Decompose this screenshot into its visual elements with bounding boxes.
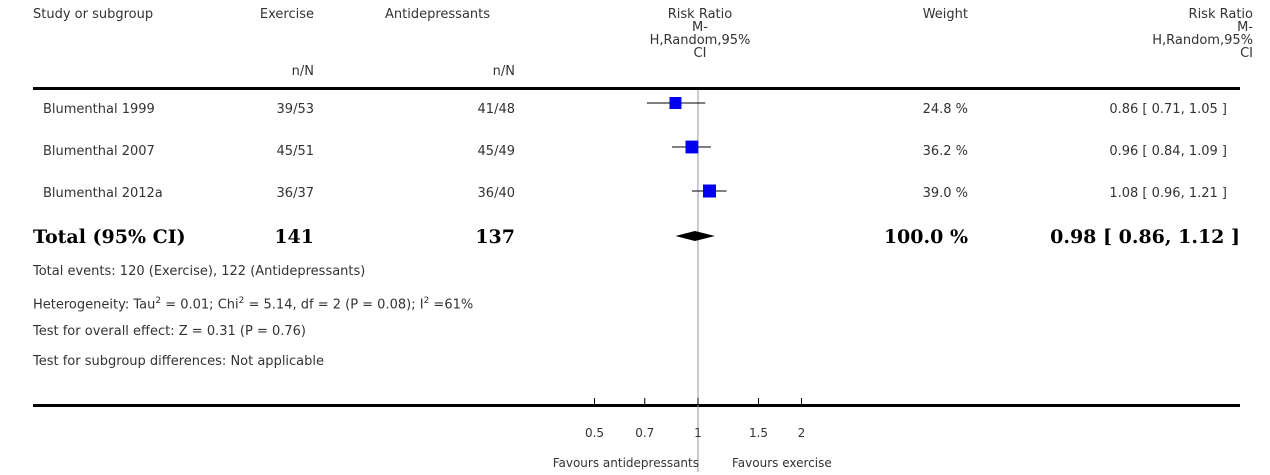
ci-text: 0.86 [ 0.71, 1.05 ] (1109, 102, 1227, 117)
exercise-count: 39/53 (276, 102, 314, 117)
header-rr-text-line4: CI (1240, 46, 1253, 61)
het-sup-2: 2 (238, 296, 245, 306)
header-rr-text-line1: Risk Ratio (1188, 7, 1253, 22)
pooled-diamond (675, 231, 715, 241)
plot-layer (646, 90, 727, 472)
axis-tick-label: 1 (694, 426, 702, 440)
header-study: Study or subgroup (33, 7, 154, 22)
favours-left-label: Favours antidepressants (552, 456, 699, 470)
header-rr-text-line2: M- (1237, 20, 1253, 35)
ci-text: 0.96 [ 0.84, 1.09 ] (1109, 144, 1227, 159)
header-rr-plot-line2: M- (692, 20, 708, 35)
axis-ticks: 0.5 0.7 1 1.5 2 (585, 398, 805, 440)
header-rule (33, 87, 1240, 90)
header-weight: Weight (922, 7, 968, 22)
header-rr-plot: Risk Ratio M- H,Random,95% CI (640, 8, 760, 60)
het-sup-3: 2 (423, 296, 430, 306)
header-rr-plot-line3: H,Random,95% (649, 33, 751, 48)
het-pre: Heterogeneity: Tau (33, 297, 156, 313)
weight-value: 39.0 % (922, 186, 968, 201)
total-events-note: Total events: 120 (Exercise), 122 (Antid… (33, 264, 366, 279)
ci-text: 1.08 [ 0.96, 1.21 ] (1109, 186, 1227, 201)
header-antidepressants: Antidepressants (385, 7, 491, 22)
heterogeneity-note: Heterogeneity: Tau2 = 0.01; Chi2 = 5.14,… (33, 296, 473, 312)
study-marker (702, 184, 716, 198)
study-name: Blumenthal 2012a (43, 186, 163, 201)
study-name: Blumenthal 2007 (43, 144, 155, 159)
header-antidepressants-sub: n/N (492, 64, 515, 79)
study-name: Blumenthal 1999 (43, 102, 155, 117)
header-rr-text: Risk Ratio M- H,Random,95% CI (1152, 8, 1253, 60)
axis-tick-label: 1.5 (749, 426, 768, 440)
study-marker (669, 97, 682, 109)
total-antidep: 137 (475, 226, 515, 248)
total-label: Total (95% CI) (33, 226, 186, 248)
footer-rule (33, 404, 1240, 407)
study-marker (685, 140, 699, 154)
antidep-count: 41/48 (477, 102, 515, 117)
antidep-count: 45/49 (477, 144, 515, 159)
exercise-count: 36/37 (276, 186, 314, 201)
antidep-count: 36/40 (477, 186, 515, 201)
total-exercise: 141 (274, 226, 314, 248)
exercise-count: 45/51 (276, 144, 314, 159)
subgroup-note: Test for subgroup differences: Not appli… (33, 354, 325, 369)
axis-tick-label: 2 (798, 426, 806, 440)
total-ci-text: 0.98 [ 0.86, 1.12 ] (1050, 226, 1240, 248)
het-mid-2: = 5.14, df = 2 (P = 0.08); I (244, 297, 424, 313)
het-mid-1: = 0.01; Chi (161, 297, 239, 313)
het-end: =61% (429, 297, 474, 313)
header-exercise: Exercise (259, 7, 314, 22)
axis-tick-label: 0.5 (585, 426, 604, 440)
total-weight: 100.0 % (883, 226, 968, 248)
header-rr-plot-line4: CI (693, 46, 707, 61)
overall-effect-note: Test for overall effect: Z = 0.31 (P = 0… (33, 324, 306, 339)
weight-value: 24.8 % (922, 102, 968, 117)
favours-right-label: Favours exercise (732, 456, 832, 470)
header-exercise-sub: n/N (291, 64, 314, 79)
axis-tick-label: 0.7 (635, 426, 654, 440)
weight-value: 36.2 % (922, 144, 968, 159)
header-rr-text-line3: H,Random,95% (1152, 33, 1253, 48)
header-rr-plot-line1: Risk Ratio (667, 7, 733, 22)
het-sup-1: 2 (155, 296, 162, 306)
